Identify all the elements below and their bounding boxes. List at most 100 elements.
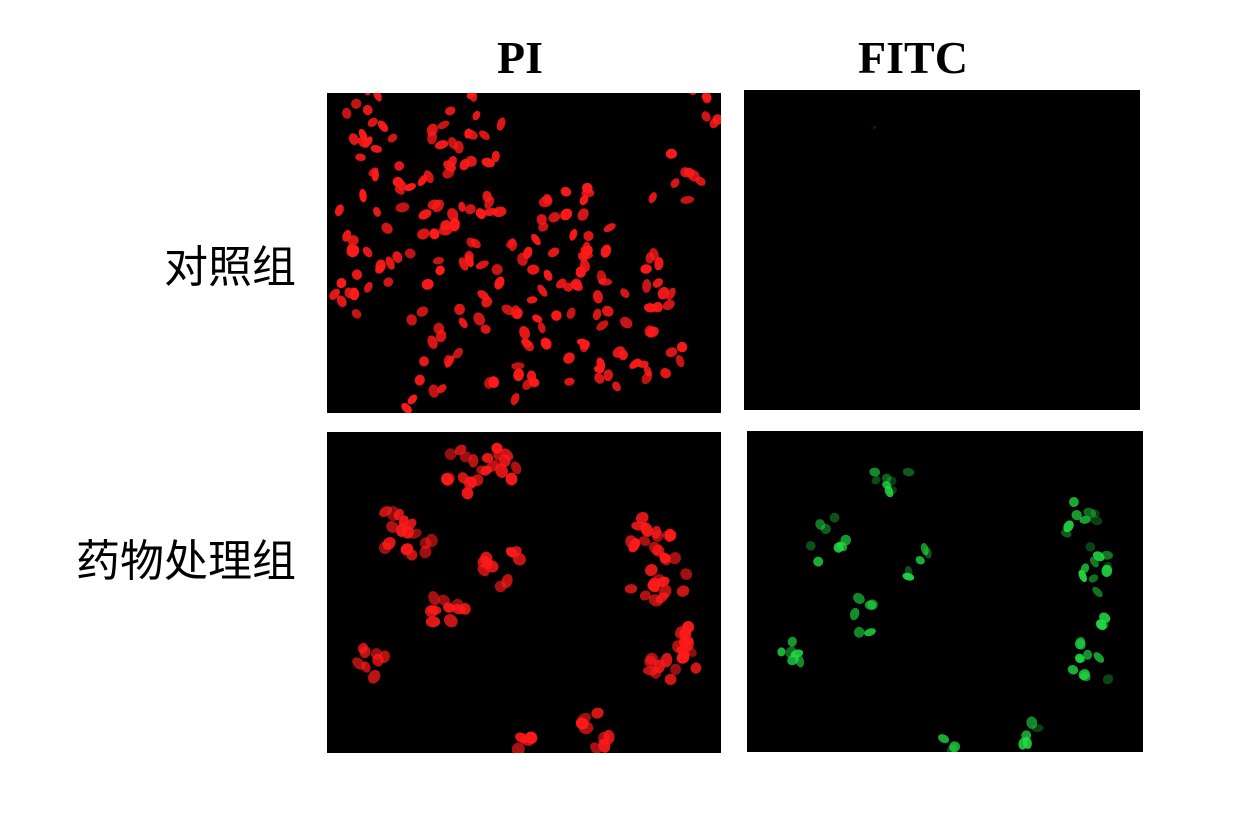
cell-nucleus (628, 538, 641, 553)
cell-nucleus (488, 376, 500, 388)
cell-nucleus (620, 316, 633, 329)
cell-nucleus (640, 264, 652, 274)
cell-nucleus (465, 155, 477, 167)
cell-nucleus (592, 308, 602, 321)
cell-nucleus (902, 572, 915, 581)
cell-nucleus (435, 265, 445, 276)
cell-nucleus (639, 590, 651, 601)
cell-nucleus (406, 314, 417, 326)
cell-nucleus (508, 238, 518, 252)
cell-nucleus (351, 98, 362, 109)
cell-nucleus (882, 481, 892, 489)
cell-nucleus (1101, 564, 1113, 577)
cell-nucleus (442, 602, 455, 613)
cell-nucleus (378, 541, 392, 554)
cell-nucleus (347, 235, 359, 246)
cell-nucleus (563, 352, 575, 364)
cell-nucleus (1078, 669, 1090, 681)
cell-nucleus (551, 310, 562, 321)
cell-nucleus (421, 278, 434, 290)
cell-nucleus (523, 339, 534, 352)
cell-nucleus (440, 220, 452, 231)
micrograph-control-fitc (744, 90, 1140, 410)
cell-nucleus (527, 264, 540, 275)
cell-nucleus (829, 512, 840, 523)
cell-nucleus (629, 358, 642, 369)
cell-nucleus (548, 212, 561, 223)
cell-nucleus (454, 444, 467, 456)
cell-nucleus (603, 729, 615, 745)
cell-nucleus (560, 186, 572, 197)
cell-nucleus (547, 247, 560, 258)
cell-nucleus (643, 666, 658, 676)
cell-nucleus (334, 204, 344, 217)
cell-nucleus (591, 707, 604, 719)
cell-nucleus (1026, 716, 1038, 729)
cell-nucleus (543, 269, 553, 281)
cell-nucleus (395, 202, 410, 213)
cell-nucleus (407, 394, 418, 405)
cell-nucleus (555, 278, 567, 289)
cell-nucleus (701, 111, 711, 122)
cell-nucleus (403, 183, 416, 192)
cell-nucleus (579, 341, 589, 353)
cell-nucleus (352, 657, 365, 670)
cell-nucleus (443, 160, 456, 172)
micrograph-control-pi (327, 93, 721, 413)
cell-nucleus (570, 280, 584, 291)
cell-nucleus (577, 712, 591, 725)
cell-nucleus (871, 476, 881, 485)
cell-nucleus (618, 349, 628, 361)
cell-nucleus (655, 592, 669, 604)
cell-nucleus (435, 329, 447, 343)
cell-nucleus (426, 123, 438, 137)
cell-nucleus (853, 592, 865, 605)
cell-nucleus (359, 645, 371, 659)
cell-nucleus (1067, 665, 1079, 675)
cell-nucleus (596, 270, 607, 284)
cell-nucleus (949, 741, 961, 752)
cell-nucleus (364, 281, 373, 293)
cell-nucleus (538, 196, 553, 208)
cell-nucleus (404, 248, 416, 259)
cell-nucleus (665, 148, 677, 159)
cell-nucleus (695, 176, 706, 186)
cell-nucleus (470, 238, 481, 249)
cell-nucleus (427, 335, 438, 349)
cell-nucleus (492, 206, 507, 218)
cell-nucleus (357, 137, 370, 148)
cell-nucleus (656, 576, 670, 587)
cell-nucleus (494, 580, 507, 593)
cell-nucleus (670, 663, 682, 675)
cell-nucleus (946, 744, 957, 752)
cell-nucleus (1018, 737, 1028, 750)
cell-nucleus (355, 153, 366, 162)
cell-nucleus (367, 117, 378, 128)
row-label-control: 对照组 (164, 242, 296, 293)
cell-nucleus (915, 556, 925, 565)
cell-nucleus (701, 93, 712, 102)
cell-nucleus (580, 246, 593, 256)
cell-nucleus (1093, 652, 1105, 663)
cell-nucleus (652, 544, 665, 557)
treated-fitc-cells (777, 467, 1114, 752)
cell-nucleus (867, 599, 878, 610)
cell-nucleus (461, 487, 474, 500)
cell-nucleus (443, 354, 452, 366)
control-pi-cells (329, 93, 721, 413)
cell-nucleus (429, 228, 440, 240)
cell-nucleus (644, 325, 656, 338)
micrograph-treated-pi (327, 432, 721, 753)
cell-nucleus (642, 279, 652, 293)
cell-nucleus (540, 337, 552, 350)
cell-nucleus (419, 356, 429, 367)
micrograph-treated-fitc (747, 431, 1143, 752)
cell-nucleus (464, 129, 478, 140)
cell-nucleus (481, 157, 495, 168)
cell-nucleus (398, 515, 409, 528)
cell-nucleus (1074, 637, 1086, 650)
cell-nucleus (643, 303, 657, 313)
cell-nucleus (787, 654, 799, 666)
cell-nucleus (465, 204, 476, 215)
cell-nucleus (1089, 556, 1099, 568)
